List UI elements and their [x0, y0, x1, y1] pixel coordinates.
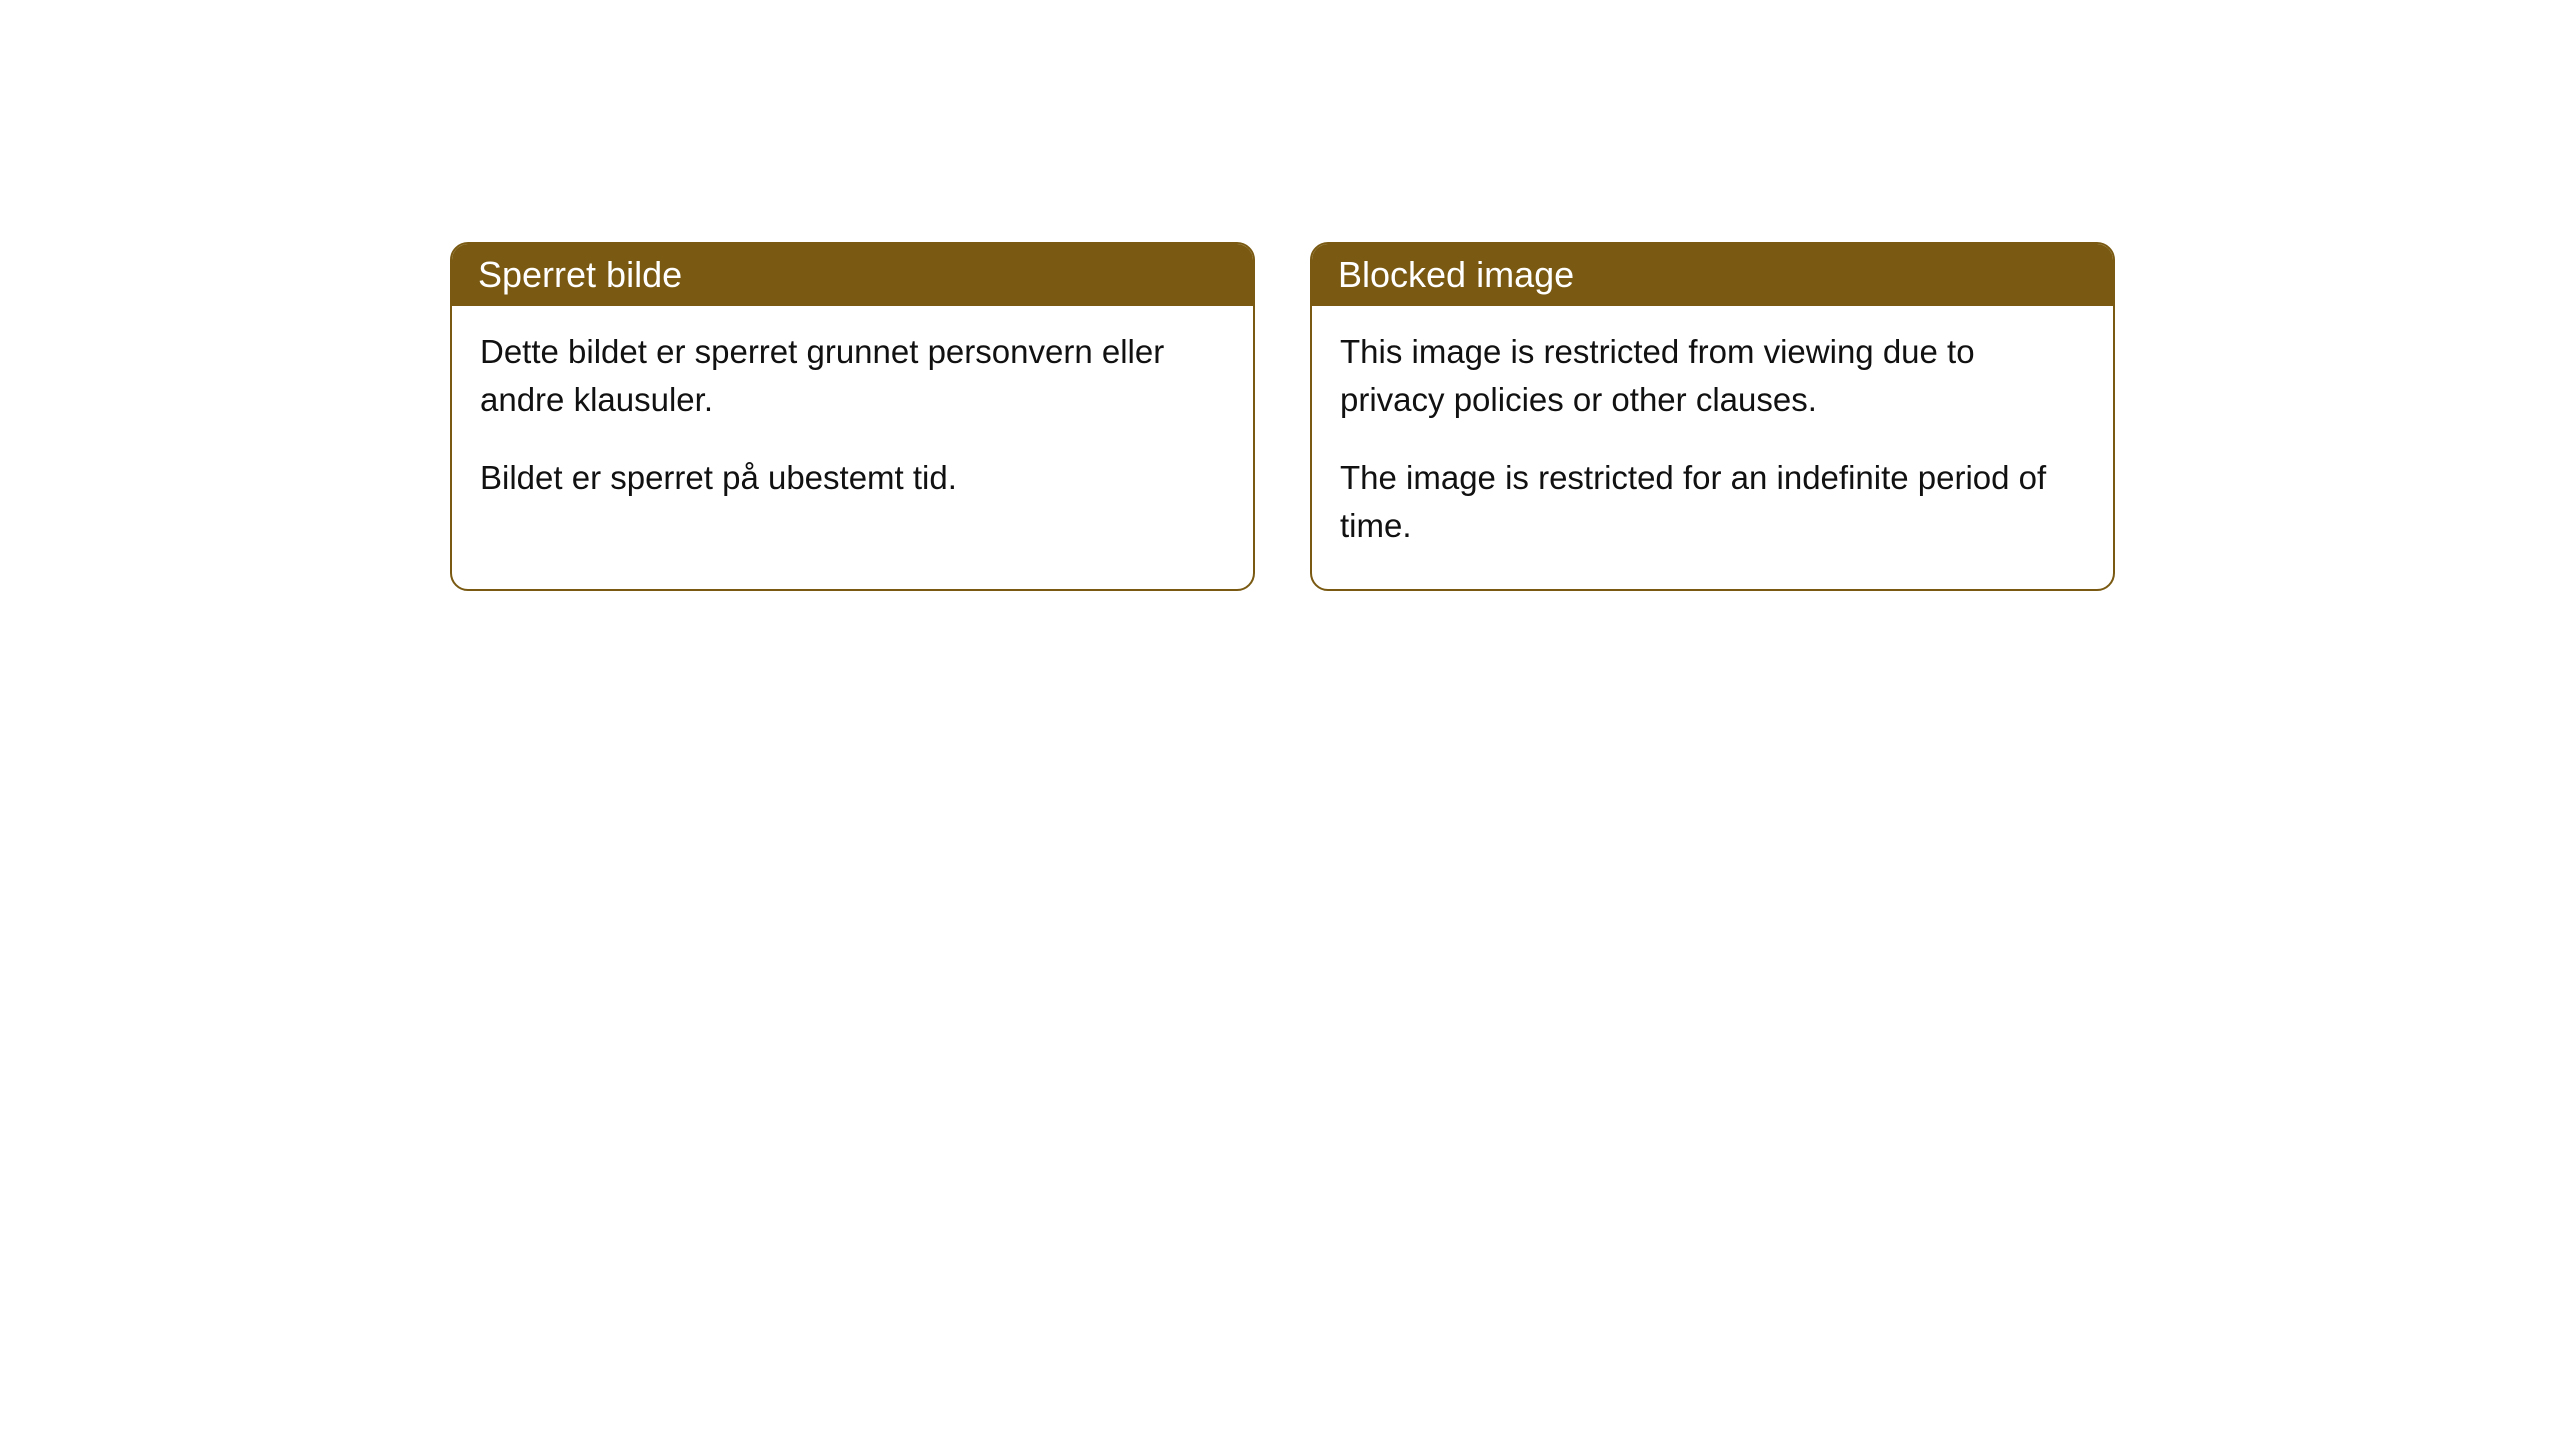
- card-title: Sperret bilde: [478, 254, 682, 295]
- card-paragraph: Dette bildet er sperret grunnet personve…: [480, 328, 1225, 424]
- card-body: Dette bildet er sperret grunnet personve…: [452, 306, 1253, 542]
- card-header: Sperret bilde: [452, 244, 1253, 306]
- card-paragraph: This image is restricted from viewing du…: [1340, 328, 2085, 424]
- card-header: Blocked image: [1312, 244, 2113, 306]
- card-paragraph: Bildet er sperret på ubestemt tid.: [480, 454, 1225, 502]
- card-body: This image is restricted from viewing du…: [1312, 306, 2113, 589]
- card-paragraph: The image is restricted for an indefinit…: [1340, 454, 2085, 550]
- notice-card-norwegian: Sperret bilde Dette bildet er sperret gr…: [450, 242, 1255, 591]
- notice-card-english: Blocked image This image is restricted f…: [1310, 242, 2115, 591]
- card-title: Blocked image: [1338, 254, 1574, 295]
- notice-cards-container: Sperret bilde Dette bildet er sperret gr…: [0, 0, 2560, 591]
